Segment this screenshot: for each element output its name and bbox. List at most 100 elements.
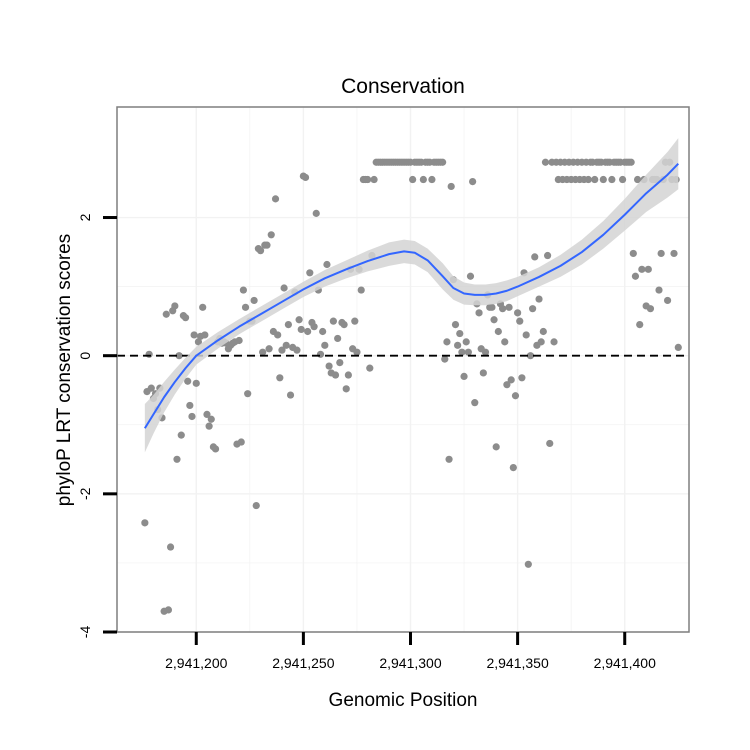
data-point (173, 455, 181, 463)
data-point (171, 302, 179, 310)
data-point (475, 309, 483, 317)
data-point (166, 543, 175, 551)
data-point (274, 331, 282, 339)
data-point (505, 303, 513, 311)
data-point (250, 296, 258, 305)
y-axis: -4 -2 0 2 (77, 213, 117, 638)
data-point (633, 175, 642, 184)
data-point (147, 384, 155, 392)
data-point (419, 175, 427, 184)
data-point (479, 369, 487, 377)
data-point (366, 364, 374, 372)
data-point (319, 327, 327, 336)
data-point (584, 175, 592, 184)
data-point (295, 316, 303, 324)
data-point (184, 377, 192, 385)
data-point (284, 320, 292, 329)
data-point (608, 175, 616, 184)
x-tick-label: 2,941,400 (594, 655, 656, 671)
data-point (301, 173, 310, 182)
data-point (276, 374, 284, 382)
y-tick-label: -4 (77, 626, 93, 639)
data-point (344, 371, 352, 379)
data-point (507, 376, 515, 384)
data-point (199, 303, 207, 311)
data-point (188, 412, 196, 421)
x-tick-label: 2,941,300 (379, 655, 441, 671)
y-tick-label: -2 (77, 487, 93, 500)
data-point (177, 431, 185, 439)
data-point (428, 175, 436, 184)
data-point (267, 231, 275, 239)
data-point (454, 341, 462, 349)
data-point (342, 385, 350, 393)
data-point (259, 348, 267, 356)
data-point (263, 241, 271, 249)
data-point (331, 371, 340, 379)
data-point (546, 439, 554, 448)
y-tick-label: 2 (77, 213, 93, 221)
data-point (514, 309, 522, 317)
data-point (192, 379, 200, 387)
data-point (464, 348, 472, 356)
data-point (529, 305, 537, 313)
data-point (364, 175, 372, 184)
data-point (526, 352, 535, 360)
data-point (657, 249, 665, 258)
data-point (297, 325, 305, 334)
data-point (306, 269, 314, 277)
data-point (201, 331, 209, 339)
data-point (282, 341, 290, 349)
smooth-fit-line (144, 162, 680, 429)
x-tick-label: 2,941,250 (272, 655, 334, 671)
data-point (278, 346, 286, 354)
data-point (265, 345, 273, 353)
data-point (409, 175, 417, 184)
data-point (340, 320, 348, 329)
x-axis-label: Genomic Position (329, 690, 478, 711)
data-point (663, 296, 672, 305)
data-point (531, 253, 539, 261)
data-point (460, 372, 468, 381)
data-point (522, 331, 530, 339)
data-point (271, 195, 280, 203)
data-point (353, 348, 361, 356)
data-point (334, 334, 342, 343)
data-point (357, 286, 365, 294)
data-point (541, 158, 550, 166)
data-point (293, 346, 301, 354)
data-point (537, 338, 545, 346)
data-point (252, 501, 260, 510)
data-point (316, 350, 325, 358)
data-point (599, 175, 607, 184)
data-point (207, 415, 215, 423)
data-point (256, 247, 265, 255)
data-point (370, 175, 378, 184)
data-point (629, 249, 637, 258)
data-point (456, 329, 464, 338)
data-point (655, 286, 663, 294)
data-point (325, 362, 333, 370)
data-point (636, 320, 644, 329)
data-point (550, 338, 558, 346)
chart-title: Conservation (341, 75, 465, 98)
data-point (321, 341, 329, 349)
panel-border (116, 106, 690, 633)
data-point (235, 336, 243, 345)
data-point (175, 352, 183, 360)
data-point (445, 455, 453, 463)
data-point (471, 399, 479, 407)
data-point (286, 391, 295, 399)
data-point (310, 323, 318, 331)
data-point (469, 178, 477, 186)
data-point (304, 327, 312, 336)
data-point (239, 286, 247, 294)
data-point (441, 355, 449, 363)
data-point (336, 358, 344, 367)
x-tick-label: 2,941,350 (486, 655, 548, 671)
data-point (618, 175, 627, 184)
data-point (591, 175, 599, 184)
data-point (186, 401, 194, 410)
